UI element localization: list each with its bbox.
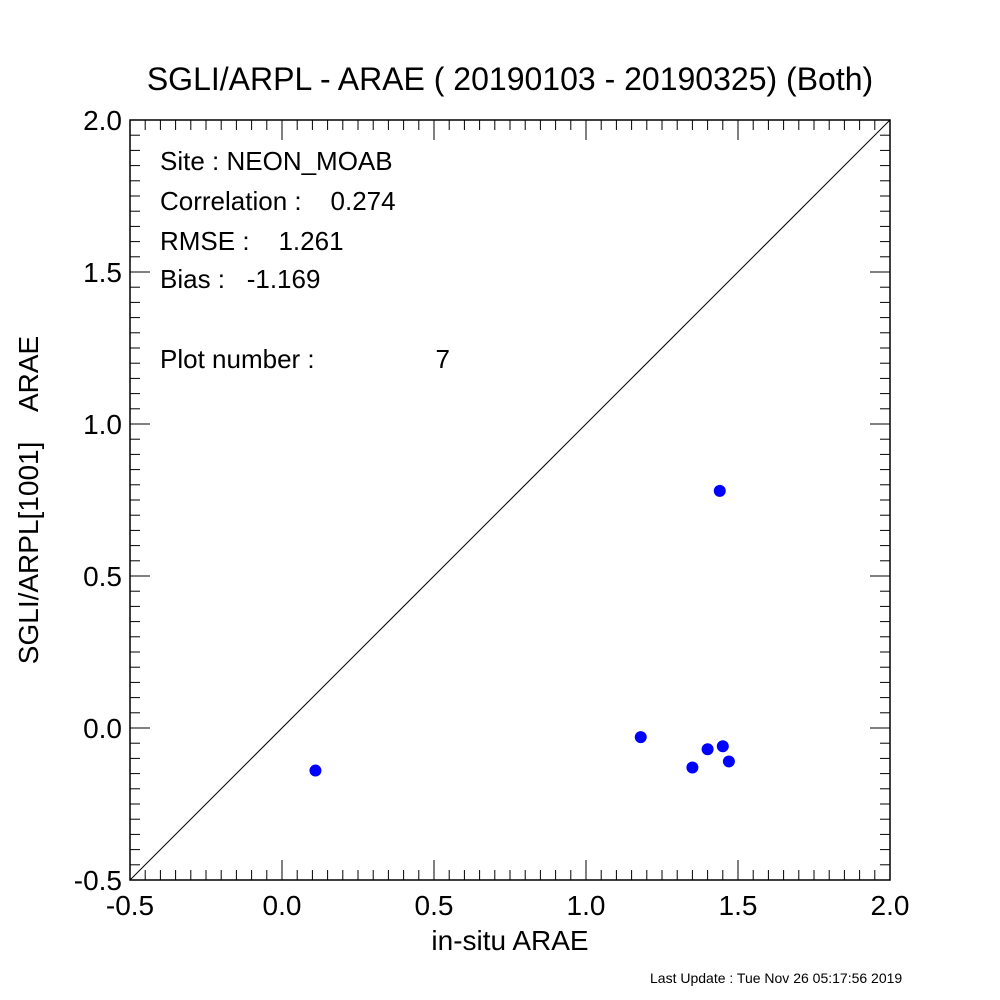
- y-tick-label: -0.5: [74, 865, 122, 896]
- x-tick-label: 0.0: [263, 890, 302, 921]
- last-update-footer: Last Update : Tue Nov 26 05:17:56 2019: [650, 970, 903, 986]
- bias-label: Bias : -1.169: [160, 264, 320, 294]
- y-tick-labels: -0.5 0.0 0.5 1.0 1.5 2.0: [74, 105, 122, 896]
- x-axis-label: in-situ ARAE: [431, 925, 588, 956]
- data-point: [713, 484, 726, 497]
- y-tick-label: 2.0: [83, 105, 122, 136]
- data-point: [634, 731, 647, 744]
- site-label: Site : NEON_MOAB: [160, 146, 393, 176]
- data-points: [309, 484, 735, 777]
- data-point: [716, 740, 729, 753]
- data-point: [701, 743, 714, 756]
- y-tick-label: 0.0: [83, 713, 122, 744]
- x-tick-label: 1.5: [719, 890, 758, 921]
- y-tick-label: 0.5: [83, 561, 122, 592]
- data-point: [722, 755, 735, 768]
- one-to-one-line: [129, 119, 891, 881]
- correlation-label: Correlation : 0.274: [160, 186, 396, 216]
- x-tick-label: 2.0: [871, 890, 910, 921]
- y-tick-label: 1.0: [83, 409, 122, 440]
- minor-ticks: [130, 120, 890, 880]
- plot-number-label: Plot number :: [160, 344, 315, 374]
- chart-title: SGLI/ARPL - ARAE ( 20190103 - 20190325) …: [147, 61, 873, 97]
- plot-number-value: 7: [436, 344, 450, 374]
- stats-annotation: Site : NEON_MOAB Correlation : 0.274 RMS…: [160, 146, 450, 374]
- major-ticks: [129, 119, 891, 881]
- y-axis-label: SGLI/ARPL[1001] ARAE: [13, 336, 44, 664]
- data-point: [309, 764, 322, 777]
- x-tick-label: 0.5: [415, 890, 454, 921]
- data-point: [686, 761, 699, 774]
- x-tick-labels: -0.5 0.0 0.5 1.0 1.5 2.0: [106, 890, 910, 921]
- y-tick-label: 1.5: [83, 257, 122, 288]
- rmse-label: RMSE : 1.261: [160, 226, 344, 256]
- x-tick-label: 1.0: [567, 890, 606, 921]
- x-tick-label: -0.5: [106, 890, 154, 921]
